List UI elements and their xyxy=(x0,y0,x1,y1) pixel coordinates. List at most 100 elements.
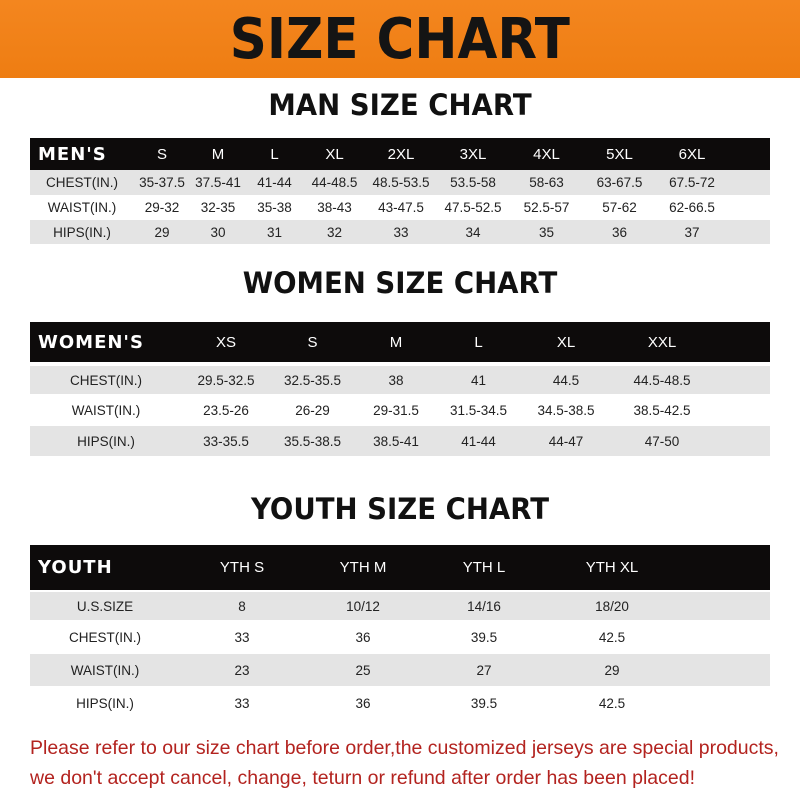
measurement-cell: 37 xyxy=(684,224,700,240)
size-header: XS xyxy=(215,333,236,351)
measurement-cell: 37.5-41 xyxy=(195,175,241,190)
measurement-cell: 43-47.5 xyxy=(378,200,424,215)
measurement-cell: 38.5-42.5 xyxy=(633,402,691,418)
measurement-cell: 41-44 xyxy=(257,175,292,190)
size-header: S xyxy=(307,333,318,351)
measurement-cell: 62-66.5 xyxy=(669,200,715,215)
measurement-cell: 14/16 xyxy=(467,598,501,614)
row-label: HIPS(IN.) xyxy=(76,695,134,711)
measurement-cell: 41-44 xyxy=(461,433,496,449)
size-header: 4XL xyxy=(533,145,560,163)
table-row: WAIST(IN.) 23 25 27 29 xyxy=(30,654,770,686)
measurement-cell: 30 xyxy=(210,224,226,240)
row-label: HIPS(IN.) xyxy=(77,433,135,449)
measurement-cell: 36 xyxy=(355,629,371,645)
measurement-cell: 32-35 xyxy=(200,200,236,215)
measurement-cell: 38-43 xyxy=(317,200,352,215)
measurement-cell: 25 xyxy=(355,662,371,678)
row-label: WAIST(IN.) xyxy=(70,662,140,678)
measurement-cell: 33 xyxy=(234,629,250,645)
measurement-cell: 53.5-58 xyxy=(450,175,496,190)
measurement-cell: 35.5-38.5 xyxy=(283,433,342,449)
measurement-cell: 41 xyxy=(470,372,487,388)
measurement-cell: 47-50 xyxy=(644,433,680,449)
women-size-table: WOMEN'S XS S M L XL XXL CHEST(IN.) 29.5-32.5 32.5… xyxy=(30,322,770,456)
disclaimer: Please refer to our size chart before or… xyxy=(30,733,790,793)
measurement-cell: 67.5-72 xyxy=(669,175,715,190)
measurement-cell: 29.5-32.5 xyxy=(197,372,255,388)
table-row: U.S.SIZE 8 10/12 14/16 18/20 xyxy=(30,592,770,620)
measurement-cell: 33 xyxy=(393,224,409,240)
size-header: 6XL xyxy=(678,145,706,163)
youth-section-title: YOUTH SIZE CHART xyxy=(250,492,550,526)
table-header-label: YOUTH xyxy=(38,557,113,578)
measurement-cell: 58-63 xyxy=(529,175,564,190)
measurement-cell: 27 xyxy=(476,662,492,678)
measurement-cell: 31 xyxy=(266,224,283,240)
measurement-cell: 42.5 xyxy=(598,629,626,645)
measurement-cell: 38 xyxy=(388,372,404,388)
measurement-cell: 57-62 xyxy=(602,200,637,215)
measurement-cell: 29-32 xyxy=(144,200,180,215)
measurement-cell: 29 xyxy=(154,224,170,240)
measurement-cell: 33-35.5 xyxy=(203,433,249,449)
table-row: HIPS(IN.) 33 36 39.5 42.5 xyxy=(30,688,770,718)
measurement-cell: 33 xyxy=(234,695,250,711)
measurement-cell: 35-38 xyxy=(257,200,292,215)
size-header: YTH L xyxy=(462,559,506,576)
men-section-title: MAN SIZE CHART xyxy=(268,88,532,122)
measurement-cell: 34.5-38.5 xyxy=(537,402,595,418)
measurement-cell: 44-47 xyxy=(548,433,584,449)
size-header: 2XL xyxy=(387,145,415,163)
measurement-cell: 32.5-35.5 xyxy=(283,372,342,388)
size-header: L xyxy=(474,333,483,351)
size-header: 5XL xyxy=(606,145,633,163)
men-size-table: MEN'S S M L XL 2XL 3XL 4XL 5XL 6XL CHEST(IN.) 35-37… xyxy=(30,138,770,244)
row-label: CHEST(IN.) xyxy=(70,372,142,388)
row-label: CHEST(IN.) xyxy=(46,175,118,190)
table-row: WAIST(IN.) 23.5-26 26-29 29-31.5 31.5-34.5 34… xyxy=(30,396,770,424)
measurement-cell: 44-48.5 xyxy=(311,175,358,190)
table-header-label: WOMEN'S xyxy=(38,331,144,353)
women-section-title: WOMEN SIZE CHART xyxy=(242,266,558,300)
measurement-cell: 36 xyxy=(611,224,628,240)
measurement-cell: 23.5-26 xyxy=(203,402,249,418)
measurement-cell: 48.5-53.5 xyxy=(372,175,430,190)
row-label: WAIST(IN.) xyxy=(47,200,117,215)
measurement-cell: 29 xyxy=(604,662,620,678)
measurement-cell: 31.5-34.5 xyxy=(449,402,508,418)
measurement-cell: 39.5 xyxy=(470,695,498,711)
measurement-cell: 26-29 xyxy=(295,402,330,418)
size-header: 3XL xyxy=(459,145,487,163)
measurement-cell: 10/12 xyxy=(346,598,380,614)
measurement-cell: 35 xyxy=(538,224,555,240)
measurement-cell: 8 xyxy=(238,598,246,614)
table-row: HIPS(IN.) 29 30 31 32 33 34 35 36 37 xyxy=(30,220,770,244)
measurement-cell: 36 xyxy=(355,695,371,711)
table-row: WAIST(IN.) 29-32 32-35 35-38 38-43 43-47.5 47.… xyxy=(30,195,770,220)
table-row: HIPS(IN.) 33-35.5 35.5-38.5 38.5-41 41-44 44-… xyxy=(30,426,770,456)
title-banner: SIZE CHART xyxy=(0,0,800,78)
size-header: S xyxy=(156,145,167,163)
disclaimer-line-2: we don't accept cancel, change, teturn o… xyxy=(30,767,695,789)
table-header-label: MEN'S xyxy=(38,143,107,165)
measurement-cell: 34 xyxy=(465,224,481,240)
measurement-cell: 35-37.5 xyxy=(139,175,185,190)
size-header: XXL xyxy=(647,333,677,351)
youth-size-table: YOUTH YTH S YTH M YTH L YTH XL U.S.SIZE 8 10/12… xyxy=(30,545,770,718)
size-header: YTH XL xyxy=(585,559,639,576)
size-header: L xyxy=(270,145,279,163)
size-header: YTH M xyxy=(339,559,387,576)
size-header: M xyxy=(211,145,225,163)
measurement-cell: 23 xyxy=(234,662,250,678)
measurement-cell: 29-31.5 xyxy=(373,402,419,418)
size-header: XL xyxy=(556,333,576,351)
row-label: HIPS(IN.) xyxy=(53,224,111,240)
row-label: U.S.SIZE xyxy=(76,598,134,614)
measurement-cell: 44.5-48.5 xyxy=(633,372,691,388)
measurement-cell: 38.5-41 xyxy=(373,433,419,449)
measurement-cell: 44.5 xyxy=(552,372,580,388)
page-title: SIZE CHART xyxy=(229,6,571,72)
row-label: WAIST(IN.) xyxy=(71,402,141,418)
table-header-row: MEN'S S M L XL 2XL 3XL 4XL 5XL 6XL xyxy=(30,138,770,170)
